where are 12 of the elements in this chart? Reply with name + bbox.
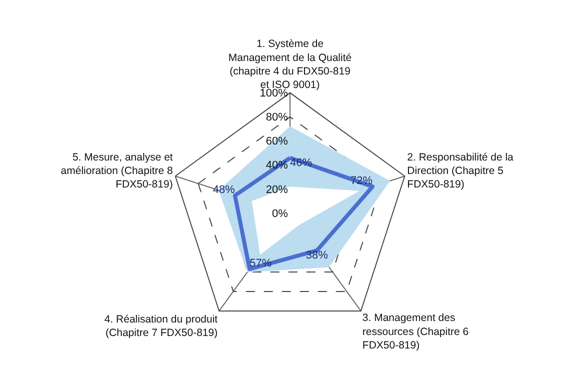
data-label: 48%: [212, 184, 236, 196]
spoke-label: 5. Mesure, analyse et amélioration (Chapitre 8 FDX50-819): [60, 151, 173, 191]
y-tick-label: 40%: [266, 160, 288, 172]
y-tick-label: 20%: [266, 184, 288, 196]
data-label: 38%: [306, 250, 328, 262]
y-tick-label: 60%: [266, 136, 288, 148]
y-tick-label: 0%: [272, 208, 288, 220]
spoke-label: 4. Réalisation du produit (Chapitre 7 FDX50-819): [104, 313, 218, 340]
y-tick-label: 80%: [266, 111, 288, 124]
spoke-label: 3. Management des ressources (Chapitre 6 FDX50-819): [362, 312, 469, 352]
data-label: 72%: [350, 174, 373, 187]
spoke-label: 2. Responsabilité de la Direction (Chapitre 5 FDX50-819): [407, 151, 514, 191]
